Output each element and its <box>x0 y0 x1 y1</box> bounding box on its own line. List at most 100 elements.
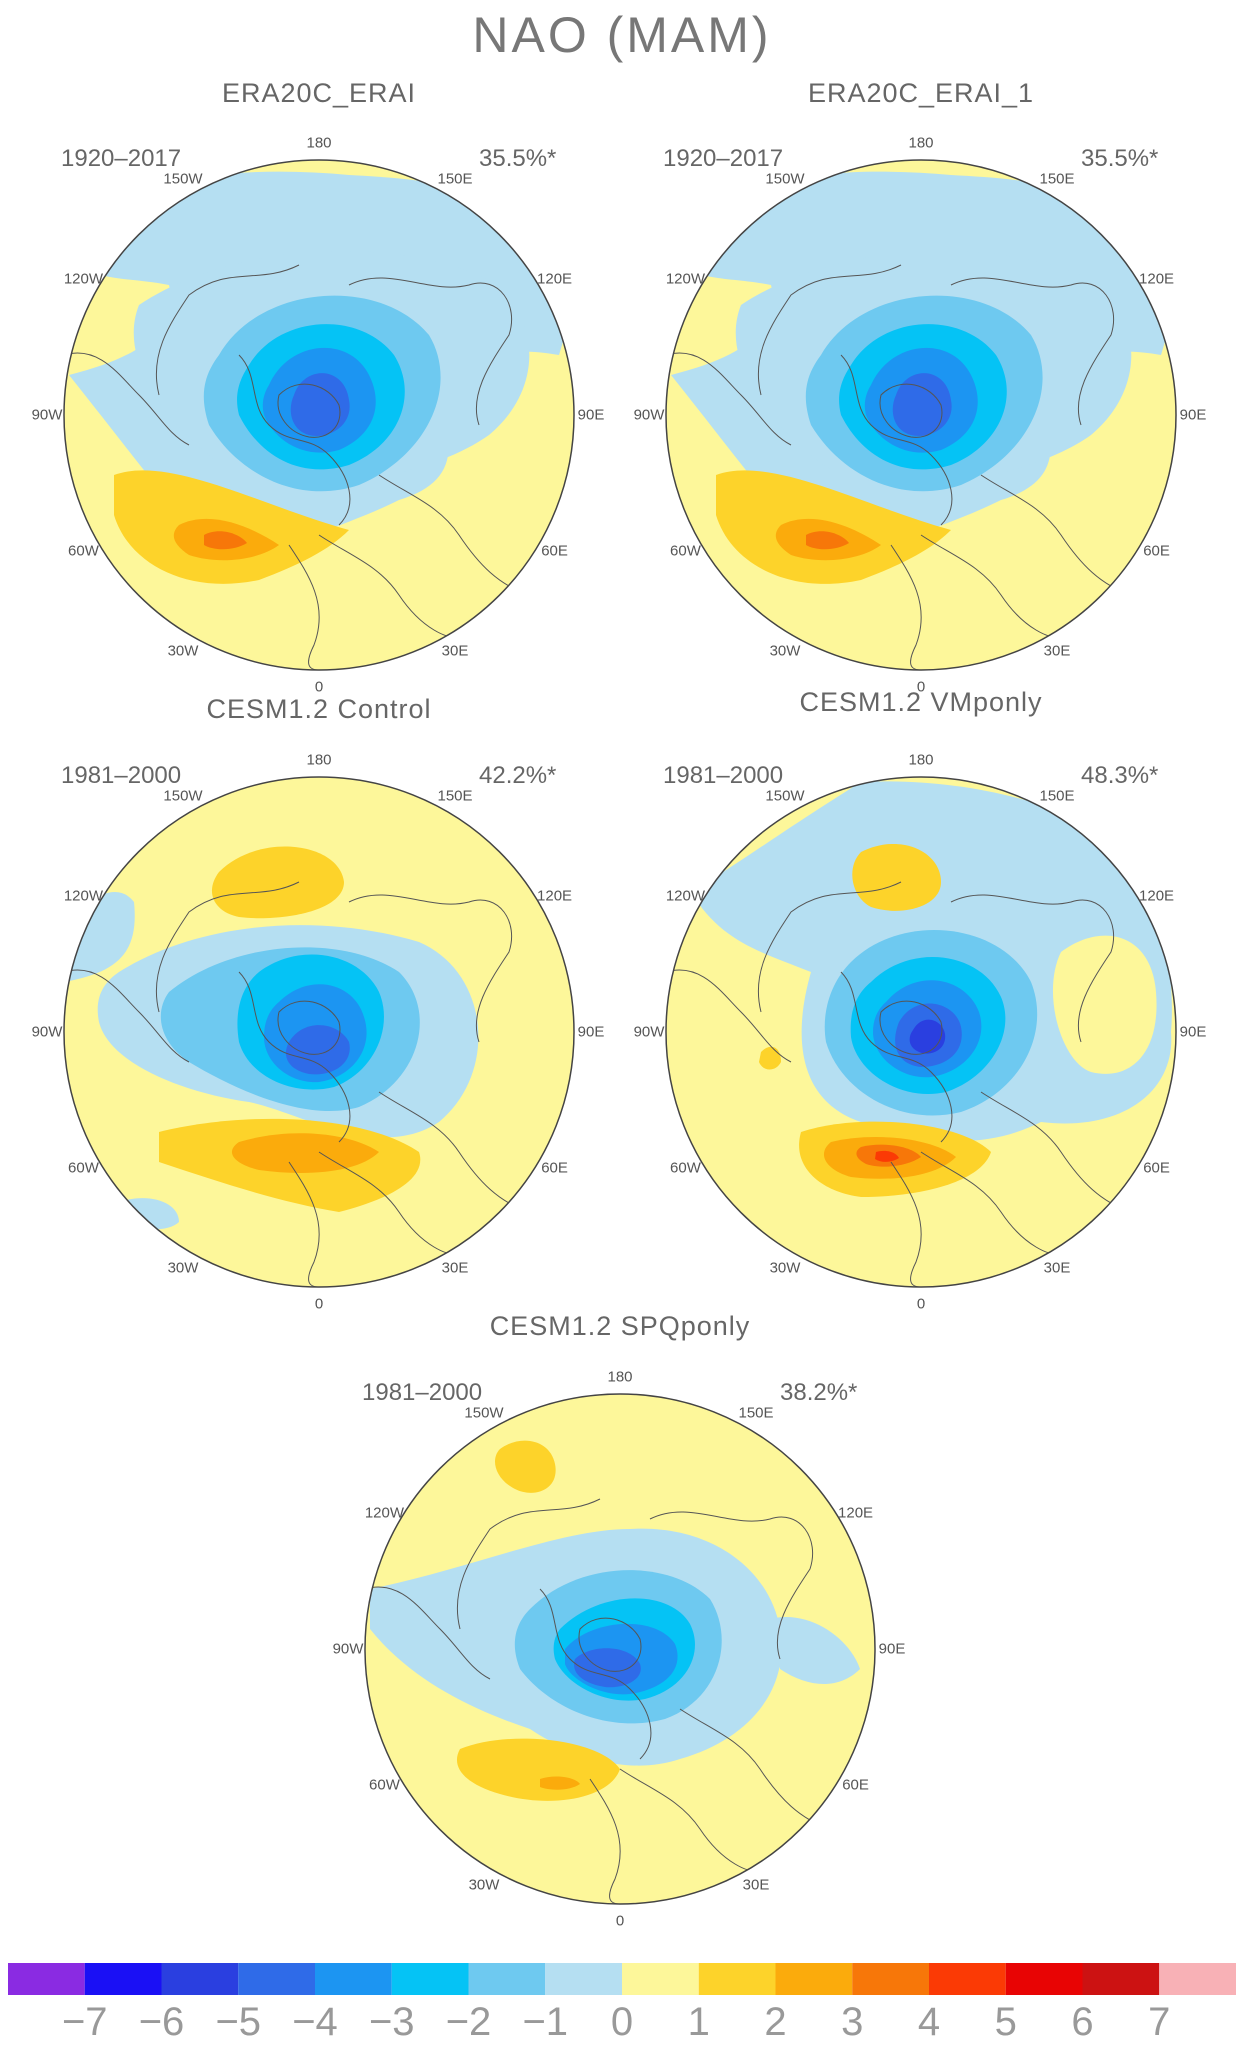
longitude-label: 60W <box>68 1159 99 1177</box>
colorbar-swatch <box>161 1963 239 1995</box>
panel-variance: 38.2%* <box>780 1379 858 1406</box>
longitude-label: 120E <box>537 270 573 288</box>
coastline <box>679 1708 831 1830</box>
coastline <box>155 881 300 1013</box>
contour-region <box>806 531 849 550</box>
longitude-label: 120E <box>537 887 573 905</box>
longitude-label: 0 <box>314 1295 324 1313</box>
longitude-label: 90E <box>1179 406 1207 424</box>
longitude-label: 60E <box>1143 542 1170 560</box>
longitude-label: 30W <box>468 1876 500 1894</box>
coastline <box>365 1586 491 1680</box>
colorbar-tick-label: −4 <box>292 2000 338 2044</box>
figure-title: NAO (MAM) <box>472 7 772 63</box>
contour-region <box>456 1738 620 1801</box>
polar-map <box>63 776 575 1288</box>
colorbar-tick-label: 0 <box>610 2000 634 2044</box>
panel-variance: 35.5%* <box>479 145 557 172</box>
coastline <box>980 1091 1132 1213</box>
panel-period: 1981–2000 <box>362 1379 483 1406</box>
map-boundary <box>665 159 1177 671</box>
contour-region <box>204 531 247 550</box>
longitude-label: 60W <box>670 1159 701 1177</box>
longitude-label: 120W <box>665 270 706 288</box>
colorbar-tick-label: 3 <box>841 2000 864 2044</box>
contour-region <box>852 843 941 911</box>
longitude-label: 120E <box>1139 270 1175 288</box>
coastline <box>757 881 902 1013</box>
colorbar-swatch <box>1159 1963 1236 1995</box>
coastline <box>666 352 792 446</box>
longitude-label: 60W <box>670 542 701 560</box>
panel-variance: 35.5%* <box>1081 145 1159 172</box>
colorbar-tick-label: −6 <box>138 2000 185 2044</box>
contour-region <box>574 1648 641 1688</box>
coastline <box>879 1000 943 1055</box>
longitude-label: 30E <box>1043 642 1071 660</box>
contour-region <box>759 1046 781 1070</box>
panel-period: 1981–2000 <box>663 762 784 789</box>
contour-region <box>1052 935 1157 1074</box>
colorbar-tick-label: −1 <box>522 2000 569 2044</box>
coastline <box>378 474 530 596</box>
coastline <box>950 277 1115 426</box>
longitude-label: 30E <box>742 1876 770 1894</box>
longitude-label: 90W <box>633 1023 665 1041</box>
colorbar-swatch <box>315 1963 392 1995</box>
coastline <box>539 1588 652 1760</box>
coastline <box>757 264 902 396</box>
coastline <box>348 894 513 1043</box>
contour-region <box>290 373 350 436</box>
longitude-label: 0 <box>314 678 324 696</box>
panel-title: CESM1.2 Control <box>206 694 432 724</box>
panel-variance: 48.3%* <box>1081 762 1159 789</box>
longitude-label: 30E <box>441 642 469 660</box>
longitude-label: 180 <box>908 751 934 769</box>
colorbar-swatch <box>1005 1963 1083 1995</box>
polar-map <box>63 159 575 671</box>
coastline <box>155 264 300 396</box>
polar-map <box>364 1393 876 1905</box>
longitude-label: 60E <box>1143 1159 1170 1177</box>
colorbar-swatch <box>929 1963 1006 1995</box>
polar-map <box>665 776 1177 1288</box>
longitude-label: 0 <box>615 1912 625 1930</box>
contour-region <box>875 1150 899 1162</box>
map-boundary <box>364 1393 876 1905</box>
longitude-label: 120W <box>665 887 706 905</box>
contour-region <box>495 1440 556 1493</box>
coastline <box>238 354 351 526</box>
coastline <box>980 474 1132 596</box>
longitude-label: 60W <box>369 1776 400 1794</box>
longitude-label: 120W <box>364 1504 405 1522</box>
longitude-label: 60E <box>541 542 568 560</box>
coastline <box>456 1498 601 1630</box>
coastline <box>666 969 792 1063</box>
longitude-label: 90W <box>31 406 63 424</box>
coastline <box>64 969 190 1063</box>
coastline <box>589 1778 621 1904</box>
longitude-label: 30E <box>1043 1259 1071 1277</box>
longitude-label: 120W <box>63 270 104 288</box>
longitude-label: 150W <box>163 170 203 188</box>
longitude-label: 180 <box>607 1368 633 1386</box>
colorbar-swatch <box>775 1963 853 1995</box>
longitude-label: 150W <box>163 787 203 805</box>
longitude-label: 60E <box>842 1776 869 1794</box>
panel-title: ERA20C_ERAI <box>221 78 417 108</box>
longitude-label: 150W <box>765 787 805 805</box>
contour-region <box>231 1133 379 1173</box>
longitude-label: 60W <box>68 542 99 560</box>
coastline <box>879 383 943 438</box>
colorbar-swatch <box>1082 1963 1160 1995</box>
coastline <box>277 1000 341 1055</box>
longitude-label: 180 <box>306 134 332 152</box>
longitude-label: 120W <box>63 887 104 905</box>
longitude-label: 150W <box>464 1404 504 1422</box>
coastline <box>277 383 341 438</box>
longitude-label: 90W <box>633 406 665 424</box>
polar-map <box>665 159 1177 671</box>
colorbar-swatch <box>545 1963 622 1995</box>
longitude-label: 150E <box>437 170 473 188</box>
contour-region <box>770 1617 860 1684</box>
